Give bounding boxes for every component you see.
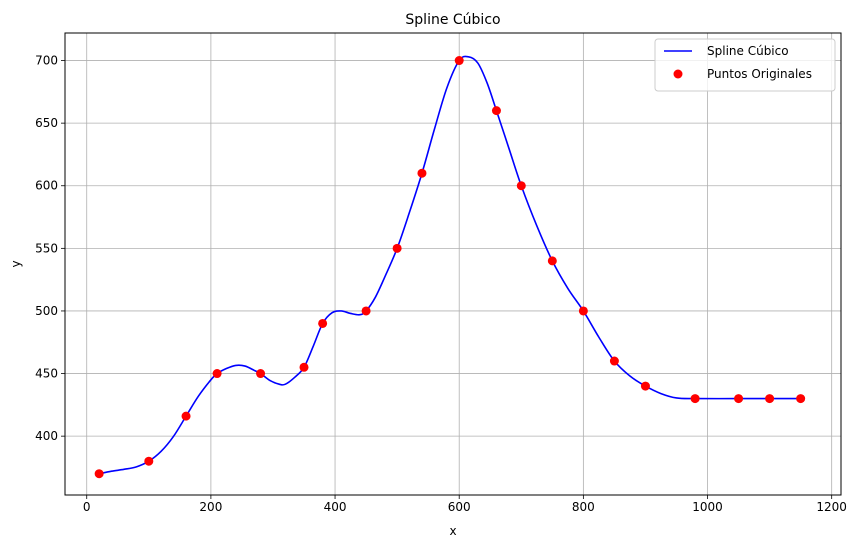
y-tick-label: 700 (35, 54, 58, 68)
original-point (640, 381, 650, 391)
original-point (609, 356, 619, 366)
original-point (417, 168, 427, 178)
legend-box (654, 38, 836, 92)
legend-marker-swatch (673, 69, 683, 79)
y-tick-label: 600 (35, 179, 58, 193)
x-axis-label: x (449, 524, 456, 538)
original-point (765, 394, 775, 404)
original-point (318, 318, 328, 328)
original-point (212, 369, 222, 379)
x-tick-label: 0 (83, 500, 91, 514)
y-tick-label: 550 (35, 241, 58, 255)
original-point (578, 306, 588, 316)
plot-area (94, 55, 806, 479)
original-point (94, 469, 104, 479)
original-point (796, 394, 806, 404)
chart-title: Spline Cúbico (405, 12, 500, 28)
axes-frame (64, 32, 842, 496)
x-tick-label: 600 (448, 500, 471, 514)
x-tick-label: 1000 (692, 500, 723, 514)
x-tick-label: 1200 (816, 500, 847, 514)
legend-label-points: Puntos Originales (707, 67, 812, 81)
y-tick-label: 450 (35, 367, 58, 381)
y-axis-label: y (9, 260, 23, 267)
original-point (181, 411, 191, 421)
original-point (299, 362, 309, 372)
y-axis-ticks: 400 450 500 550 600 650 700 (35, 54, 65, 443)
original-point (690, 394, 700, 404)
spline-line (98, 55, 801, 475)
y-tick-label: 650 (35, 116, 58, 130)
legend-label-spline: Spline Cúbico (707, 44, 789, 58)
original-point (734, 394, 744, 404)
x-tick-label: 400 (324, 500, 347, 514)
grid (65, 33, 841, 495)
y-tick-label: 400 (35, 429, 58, 443)
original-point (491, 106, 501, 116)
legend: Spline Cúbico Puntos Originales (654, 38, 836, 92)
original-point (144, 456, 154, 466)
x-tick-label: 800 (572, 500, 595, 514)
original-point (454, 56, 464, 66)
y-tick-label: 500 (35, 304, 58, 318)
original-point (361, 306, 371, 316)
x-axis-ticks: 0 200 400 600 800 1000 1200 (83, 495, 847, 514)
original-point (547, 256, 557, 266)
original-point (256, 369, 266, 379)
original-point (392, 243, 402, 253)
x-tick-label: 200 (199, 500, 222, 514)
original-point (516, 181, 526, 191)
